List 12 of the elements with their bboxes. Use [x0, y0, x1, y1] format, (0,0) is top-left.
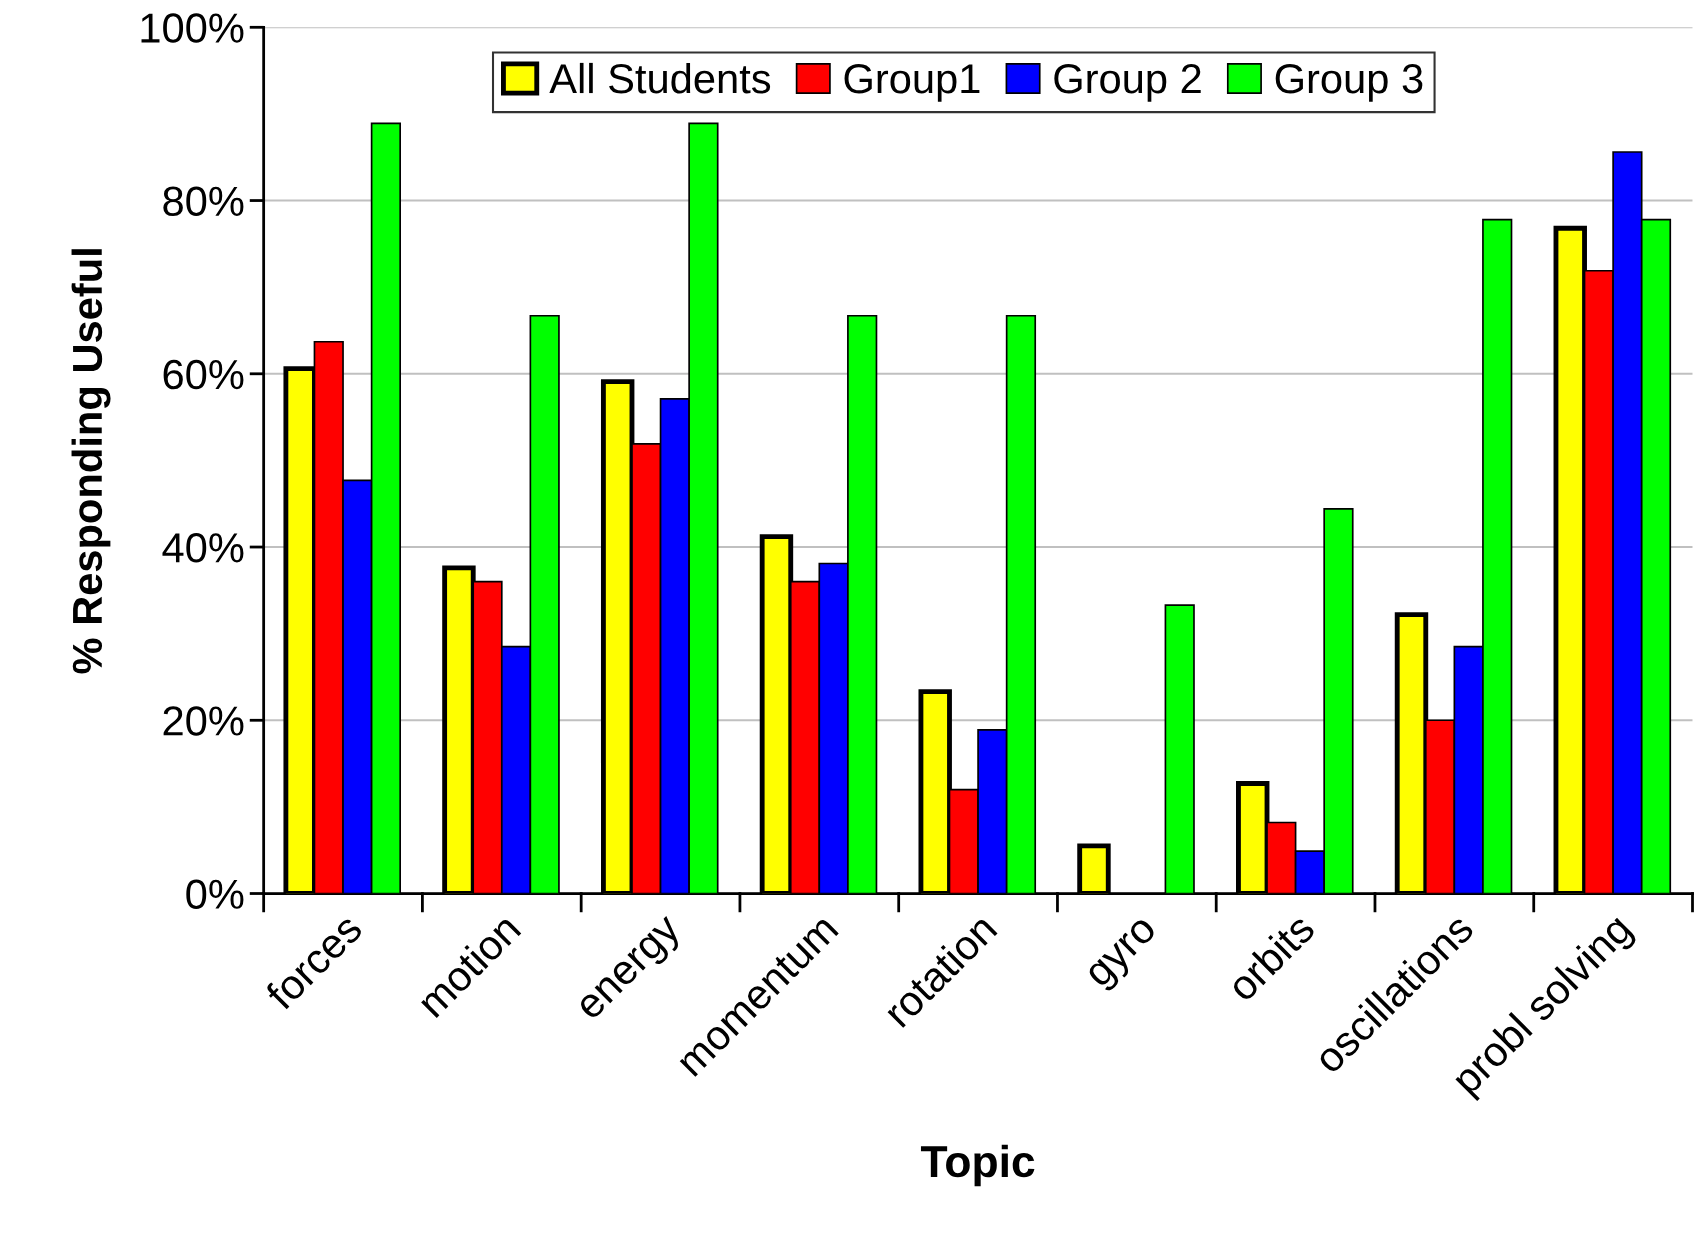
- y-tick-label: 80%: [163, 186, 244, 217]
- y-tick-label: 0%: [186, 879, 244, 910]
- legend-label: Group 3: [1275, 63, 1423, 102]
- y-axis-title: % Responding Useful: [71, 249, 111, 674]
- y-tick-label: 100%: [141, 13, 244, 43]
- legend-label: All Students: [549, 62, 771, 94]
- y-tick-label: 60%: [163, 359, 244, 390]
- y-tick-label: 20%: [163, 706, 244, 736]
- y-tick-label: 40%: [162, 533, 244, 563]
- legend-label: Group1: [844, 63, 980, 102]
- x-axis-title: Topic: [920, 1144, 1035, 1187]
- legend-label: Group 2: [1054, 63, 1201, 102]
